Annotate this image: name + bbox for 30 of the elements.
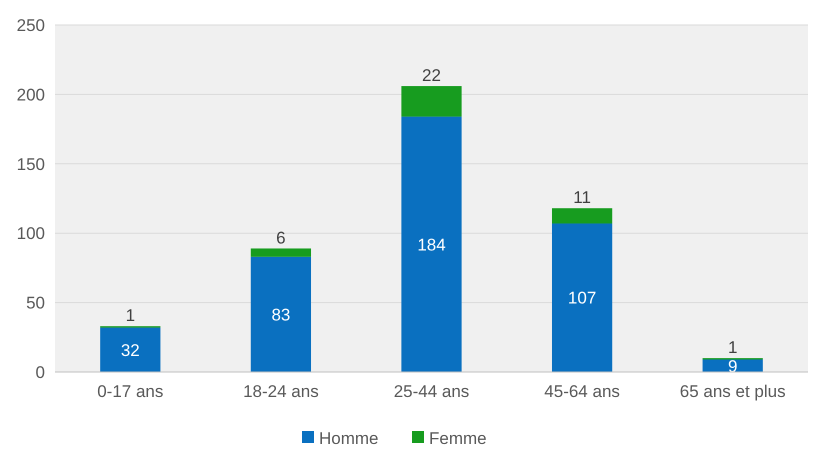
y-tick-label: 100 [16,224,45,244]
y-tick-label: 150 [16,154,45,174]
data-label: 1 [126,306,136,326]
bar [100,328,160,372]
data-label: 32 [120,340,140,360]
legend-label: Homme [319,429,379,448]
bar [401,116,462,372]
data-label: 83 [271,305,290,324]
data-label: 9 [728,356,738,376]
x-tick-label: 45-64 ans [544,382,620,401]
x-tick-label: 65 ans et plus [680,382,786,401]
legend-label: Femme [429,429,487,448]
data-label: 107 [568,288,596,308]
bar [250,256,312,372]
x-tick-label: 18-24 ans [243,382,319,401]
bar [401,86,462,117]
data-label: 6 [276,228,286,248]
y-tick-label: 50 [26,294,45,313]
data-label: 184 [417,235,446,254]
y-tick-label: 0 [36,363,45,382]
x-tick-label: 25-44 ans [394,382,470,401]
y-tick-label: 250 [16,16,45,35]
bar [552,208,612,224]
bar [250,248,312,257]
y-tick-label: 200 [16,85,45,104]
data-label: 11 [573,188,591,208]
x-tick-label: 0-17 ans [97,382,164,401]
data-label: 22 [422,66,441,86]
data-label: 1 [728,338,738,358]
bar [552,223,612,372]
